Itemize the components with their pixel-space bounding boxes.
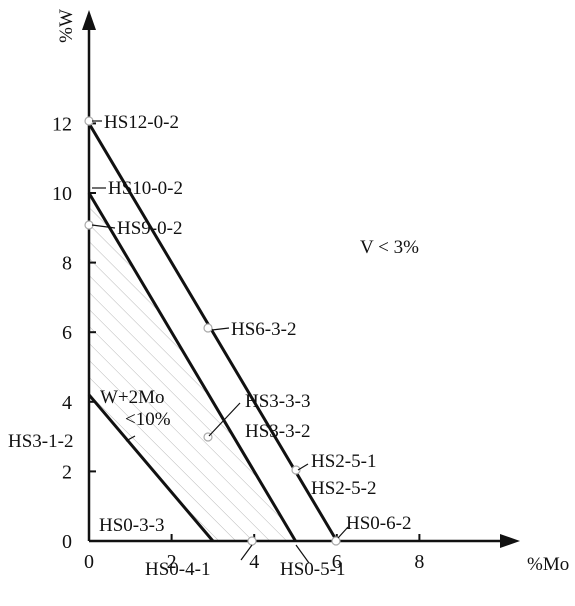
label-hs3-1-2: HS3-1-2 [8, 431, 73, 452]
region-label-line1: W+2Mo [100, 387, 165, 408]
y-tick-label: 8 [62, 253, 72, 275]
label-hs12-0-2: HS12-0-2 [104, 112, 179, 133]
vanadium-note: V < 3% [360, 237, 419, 258]
leader-hs3-3-3 [208, 402, 241, 437]
marker-hs0-4-1 [247, 536, 257, 546]
leader-hs3-1-2 [125, 435, 136, 442]
y-tick-label: 6 [62, 322, 72, 344]
leader-lines [91, 120, 349, 564]
x-tick-label: 2 [167, 551, 177, 573]
leader-hs0-4-1 [240, 544, 253, 561]
label-hs3-3-2: HS3-3-2 [245, 421, 310, 442]
label-hs0-5-1: HS0-5-1 [280, 559, 345, 580]
label-hs0-4-1: HS0-4-1 [145, 559, 210, 580]
y-tick-label: 12 [52, 113, 72, 135]
leader-hs6-3-2 [211, 327, 230, 331]
x-tick-label: 4 [249, 551, 259, 573]
y-axis-arrow [82, 10, 96, 30]
label-hs3-3-3: HS3-3-3 [245, 391, 310, 412]
marker-hs2-5-1 [291, 465, 301, 475]
axes [82, 10, 520, 548]
leader-hs9-0-2 [91, 224, 116, 229]
y-ticks: 0 2 4 6 8 10 12 [52, 113, 96, 553]
leader-hs0-6-2 [337, 526, 349, 539]
y-axis-title: %W [56, 9, 77, 43]
label-hs2-5-2: HS2-5-2 [311, 478, 376, 499]
y-tick-label: 0 [62, 531, 72, 553]
leader-hs0-5-1 [295, 544, 310, 564]
label-hs6-3-2: HS6-3-2 [231, 319, 296, 340]
x-axis-title: %Mo [527, 554, 569, 575]
marker-hs9-0-2 [84, 220, 94, 230]
marker-hs12-0-2 [84, 116, 94, 126]
boundary-line-4-2 [87, 393, 215, 542]
x-tick-label: 8 [414, 551, 424, 573]
y-tick-label: 10 [52, 183, 72, 205]
label-hs10-0-2: HS10-0-2 [108, 178, 183, 199]
marker-hs0-6-2 [331, 536, 341, 546]
x-tick-label: 0 [84, 551, 94, 573]
leader-hs2-5 [297, 463, 309, 471]
label-hs0-6-2: HS0-6-2 [346, 513, 411, 534]
label-hs2-5-1: HS2-5-1 [311, 451, 376, 472]
x-axis-arrow [500, 534, 520, 548]
y-tick-label: 2 [62, 461, 72, 483]
region-label-line2: <10% [125, 409, 171, 430]
label-hs9-0-2: HS9-0-2 [117, 218, 182, 239]
y-tick-label: 4 [62, 392, 72, 414]
label-hs0-3-3: HS0-3-3 [99, 515, 164, 536]
x-tick-label: 6 [332, 551, 342, 573]
boundary-line-10 [87, 192, 297, 542]
marker-hs6-3-2 [203, 323, 213, 333]
